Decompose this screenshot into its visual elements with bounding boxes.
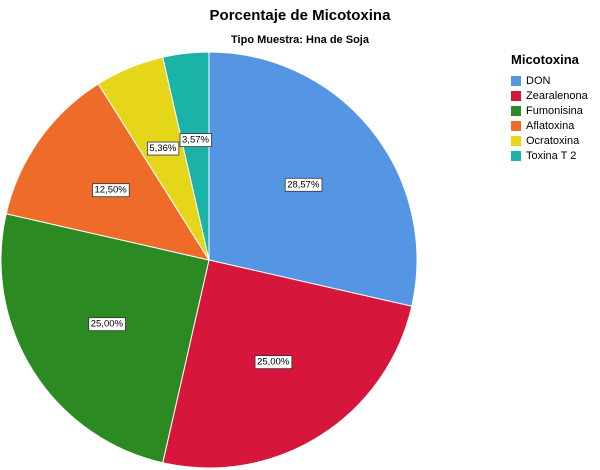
legend-item-aflatoxina: Aflatoxina [511, 118, 599, 133]
data-label-text: 5,36% [149, 143, 176, 154]
data-label-fumonisina: 25,00% [88, 317, 126, 332]
legend-item-toxina-t-2: Toxina T 2 [511, 148, 599, 163]
data-label-box [254, 355, 293, 370]
data-label-box [284, 177, 323, 192]
legend-label: Aflatoxina [526, 119, 575, 132]
legend-label: Ocratoxina [526, 134, 580, 147]
legend-item-zearalenona: Zearalenona [511, 88, 599, 103]
legend-item-ocratoxina: Ocratoxina [511, 133, 599, 148]
data-label-text: 3,57% [182, 135, 209, 146]
data-label-box [92, 183, 130, 198]
chart-subtitle: Tipo Muestra: Hna de Soja [231, 34, 369, 46]
data-label-box [179, 133, 212, 148]
pie-slices [0, 51, 418, 469]
legend-title: Micotoxina [511, 52, 579, 67]
data-label-text: 25,00% [257, 357, 290, 368]
data-label-text: 25,00% [91, 319, 124, 330]
legend-swatch [511, 75, 521, 86]
data-label-ocratoxina: 5,36% [146, 141, 180, 156]
data-label-zearalenona: 25,00% [254, 355, 293, 370]
legend-items: DON Zearalenona Fumonisina Aflatoxina Ocrato… [511, 73, 599, 163]
pie-labels: 28,57% 25,00% 25,00% 12,50% 5,36% 3,57% [88, 133, 323, 370]
data-label-don: 28,57% [284, 177, 323, 192]
legend-swatch [511, 120, 521, 131]
legend-swatch [511, 105, 521, 116]
pie-slice-toxina-t-2 [162, 51, 210, 261]
legend-label: Fumonisina [526, 104, 583, 117]
legend-label: DON [526, 74, 551, 87]
data-label-aflatoxina: 12,50% [92, 183, 130, 198]
legend-item-don: DON [511, 73, 599, 88]
data-label-text: 12,50% [94, 185, 127, 196]
pie-slice-fumonisina [0, 213, 210, 464]
legend-swatch [511, 135, 521, 146]
legend-label: Zearalenona [526, 89, 588, 102]
data-label-toxina-t-2: 3,57% [179, 133, 212, 148]
legend-label: Toxina T 2 [526, 149, 577, 162]
legend: Micotoxina DON Zearalenona Fumonisina Aflat… [511, 52, 599, 163]
data-label-box [88, 317, 126, 332]
data-label-text: 28,57% [287, 179, 320, 190]
pie-slice-aflatoxina [5, 83, 211, 261]
legend-swatch [511, 90, 521, 101]
data-label-box [146, 141, 180, 156]
legend-swatch [511, 150, 521, 161]
chart-title: Porcentaje de Micotoxina [209, 7, 391, 24]
legend-item-fumonisina: Fumonisina [511, 103, 599, 118]
